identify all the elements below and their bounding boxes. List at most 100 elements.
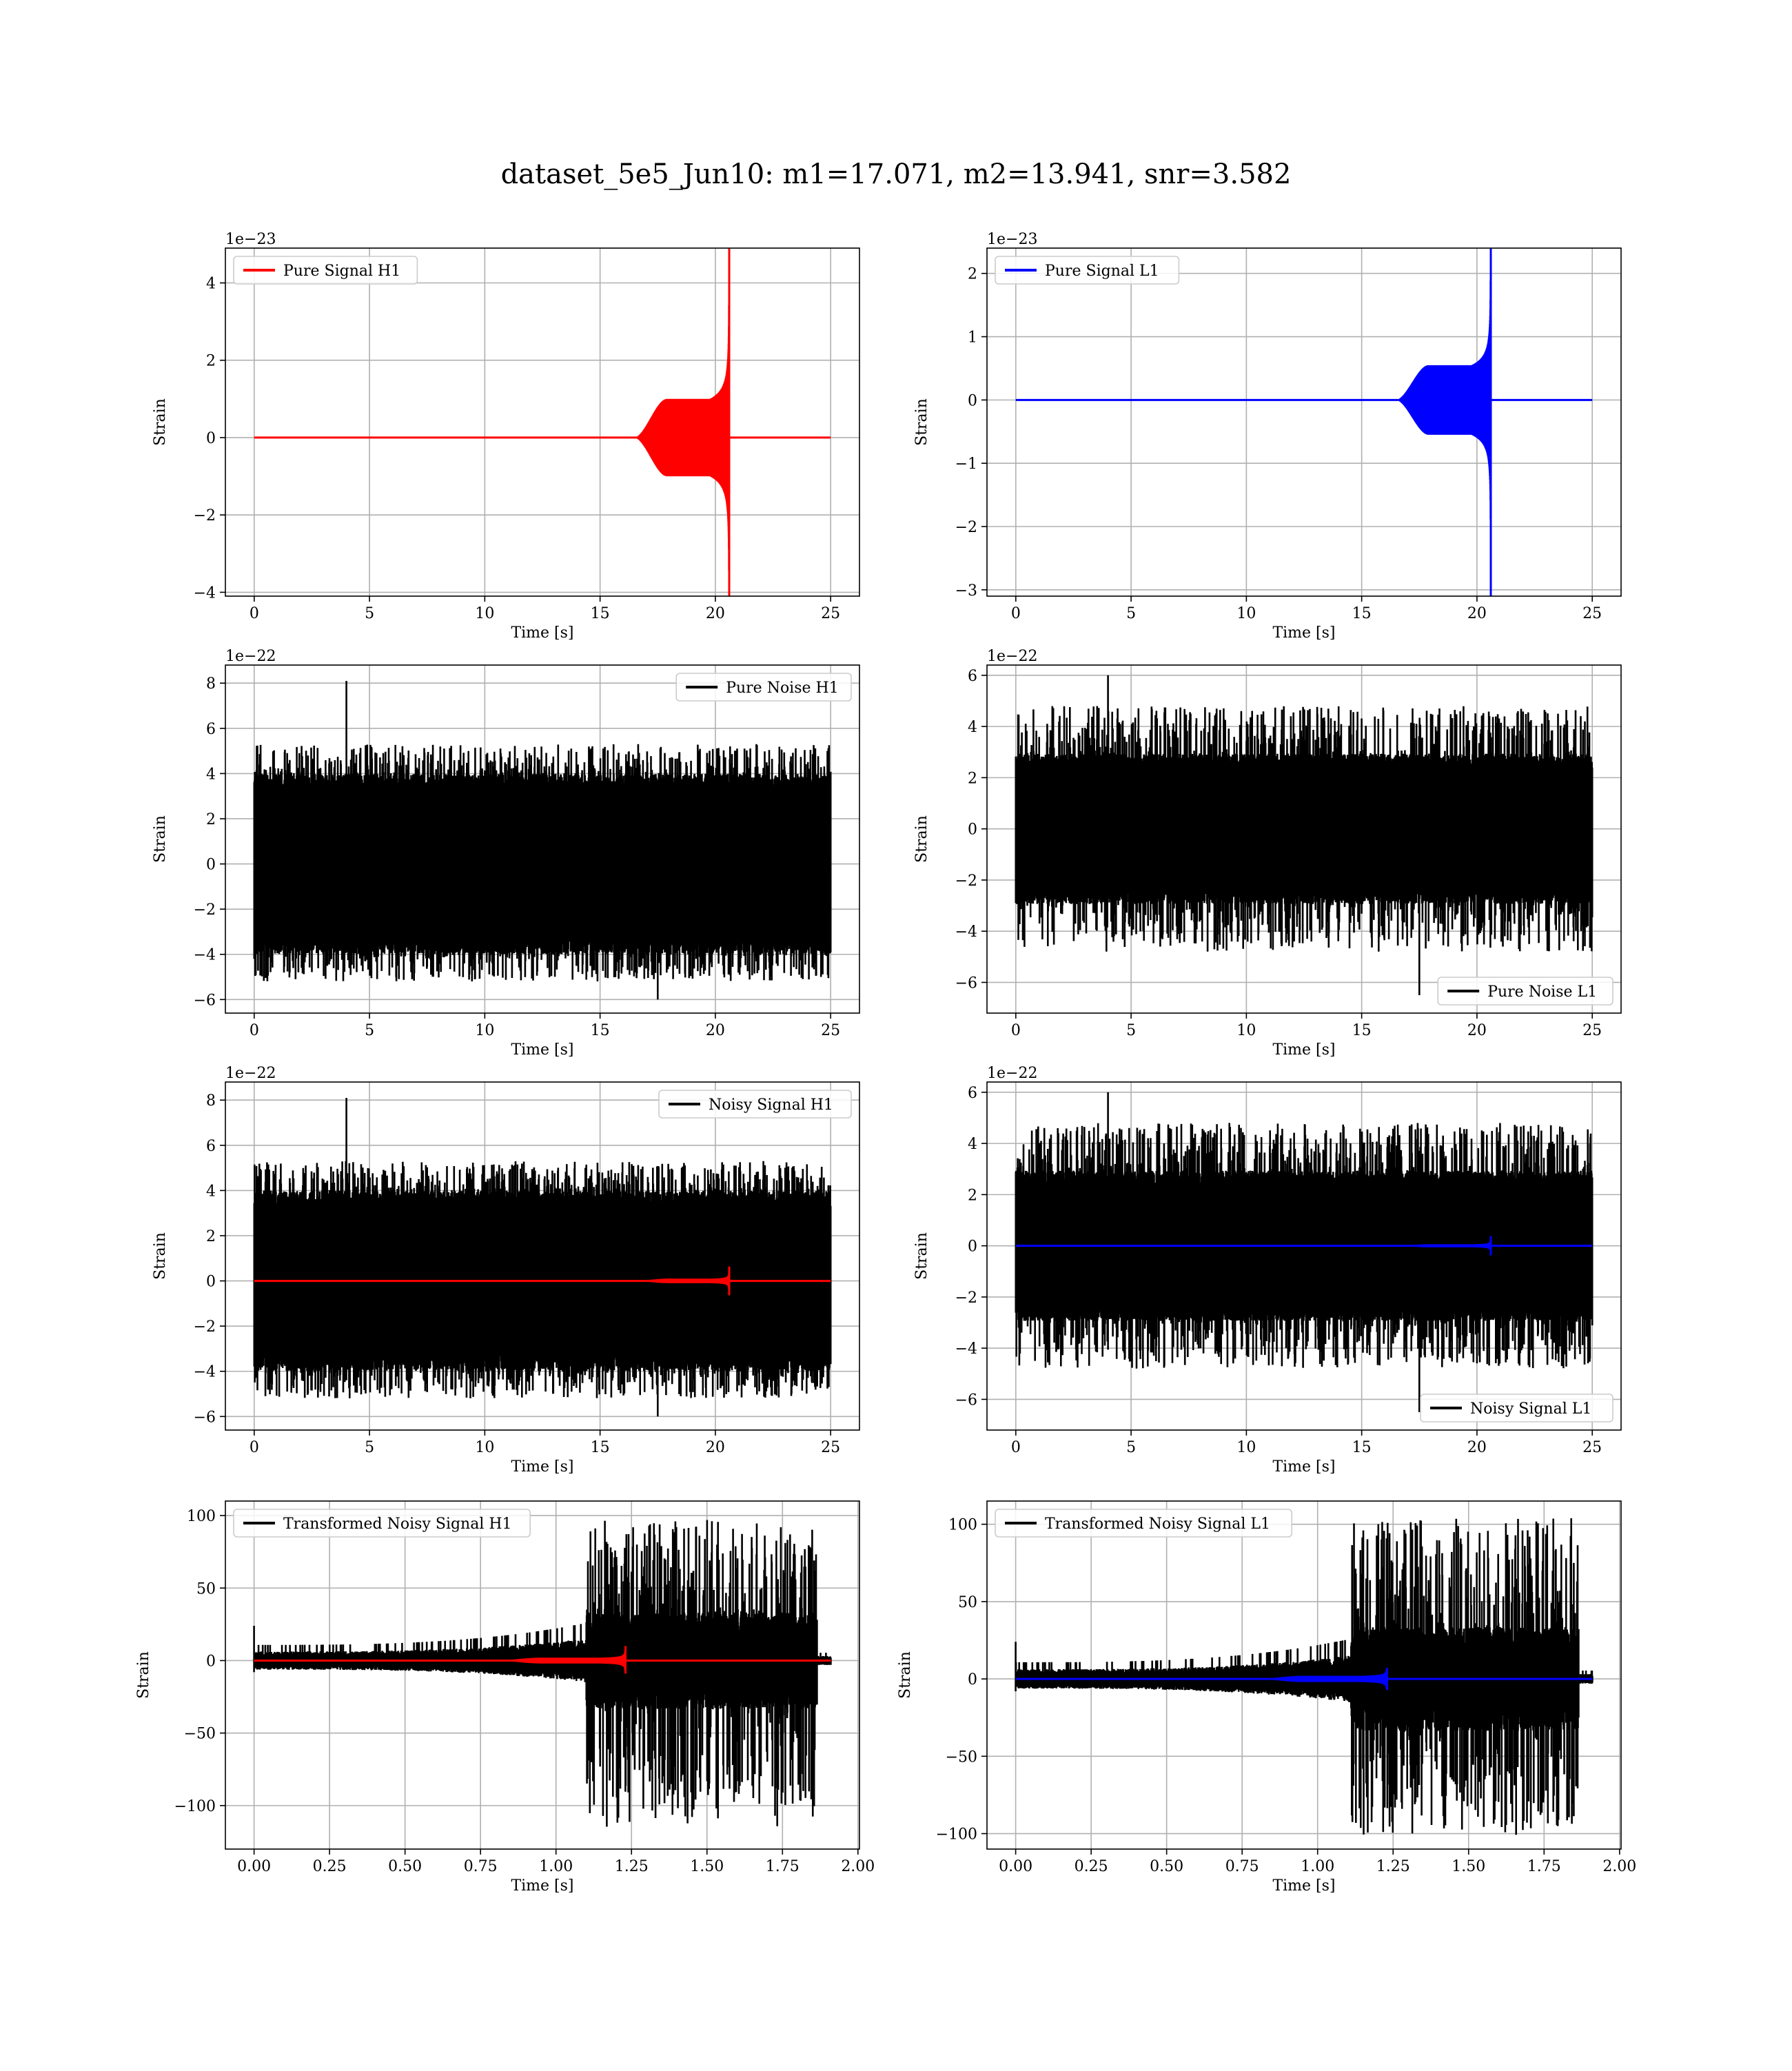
series-group	[253, 681, 832, 1000]
x-tick-label: 0.00	[237, 1858, 271, 1875]
y-tick-label: −4	[194, 1364, 216, 1381]
y-tick-label: 2	[968, 770, 977, 787]
pure-noise-l1-chart: 0 5 10 15 20 25 −6 −4 −2 0 2 4 6 Time [s] Strain 1e−22 P…	[913, 648, 1622, 1059]
legend: Pure Signal H1	[233, 256, 418, 285]
series-group	[1015, 248, 1593, 596]
legend-box	[233, 1509, 531, 1538]
x-tick-label: 15	[591, 605, 610, 622]
plot-area	[225, 248, 859, 596]
legend-box	[1437, 977, 1613, 1006]
x-tick-label: 0	[1011, 605, 1021, 622]
x-tick-label: 0.75	[464, 1858, 498, 1875]
x-tick-label: 10	[475, 605, 494, 622]
legend: Noisy Signal L1	[1420, 1394, 1613, 1422]
transformed-noisy-signal-h1-chart: 0.00 0.25 0.50 0.75 1.00 1.25 1.50 1.75 2.00 −100…	[135, 1500, 875, 1895]
y-tick-label: −4	[955, 924, 977, 941]
x-tick-label: 2.00	[841, 1858, 875, 1875]
x-tick-label: 0.50	[388, 1858, 422, 1875]
legend-box	[995, 1509, 1293, 1538]
x-tick-label: 15	[591, 1439, 610, 1456]
y-tick-label: 1	[968, 329, 977, 347]
y-tick-label: 0	[968, 822, 977, 839]
x-tick-label: 25	[821, 1439, 840, 1456]
series-line	[1015, 248, 1593, 596]
x-axis-label: Time [s]	[1272, 1041, 1335, 1059]
series-line	[1015, 1667, 1593, 1691]
legend-box	[995, 256, 1180, 285]
y-tick-label: 4	[968, 1136, 977, 1153]
pure-signal-h1-chart: 0 5 10 15 20 25 −4 −2 0 2 4 Time [s] Strain 1e−23 Pure…	[152, 231, 860, 642]
y-tick-label: −3	[955, 582, 977, 600]
x-tick-label: 0	[1011, 1439, 1021, 1456]
y-tick-label: 2	[206, 811, 216, 828]
y-tick-label: 0	[206, 1653, 216, 1670]
y-tick-label: 2	[206, 353, 216, 370]
x-tick-label: 0.25	[313, 1858, 347, 1875]
y-tick-label: −1	[955, 456, 977, 473]
x-tick-label: 0	[250, 605, 259, 622]
x-tick-label: 5	[1126, 1022, 1136, 1039]
axes-frame	[986, 1500, 1622, 1850]
y-tick-label: −2	[955, 519, 977, 536]
y-tick-label: 50	[958, 1594, 977, 1611]
y-axis-label: Strain	[897, 1651, 914, 1699]
offset-text: 1e−22	[987, 648, 1037, 665]
x-tick-label: 1.00	[1301, 1858, 1334, 1875]
legend-entry: Pure Signal H1	[283, 263, 400, 280]
x-tick-label: 10	[1236, 1022, 1256, 1039]
x-tick-label: 1.50	[690, 1858, 724, 1875]
axes-frame	[225, 247, 860, 597]
noisy-signal-h1-chart: 0 5 10 15 20 25 −6 −4 −2 0 2 4 6 8 Time [s] Strain 1e−22…	[152, 1065, 860, 1476]
y-tick-label: −100	[174, 1798, 216, 1815]
y-tick-label: 0	[968, 392, 977, 409]
y-tick-label: 2	[968, 266, 977, 283]
axes-frame	[986, 1081, 1622, 1431]
transformed-noisy-signal-l1-chart: 0.00 0.25 0.50 0.75 1.00 1.25 1.50 1.75 2.00 −100…	[897, 1500, 1636, 1895]
x-tick-label: 25	[821, 1022, 840, 1039]
y-tick-label: 6	[968, 1085, 977, 1102]
y-tick-label: 4	[206, 276, 216, 293]
y-tick-label: −6	[955, 1391, 977, 1409]
y-tick-label: −50	[184, 1726, 216, 1743]
legend: Pure Noise L1	[1437, 977, 1613, 1006]
x-tick-label: 0.75	[1225, 1858, 1259, 1875]
x-tick-label: 20	[1467, 605, 1487, 622]
x-tick-label: 1.75	[1527, 1858, 1561, 1875]
x-tick-label: 0.50	[1150, 1858, 1183, 1875]
x-tick-label: 0	[250, 1439, 259, 1456]
x-axis-label: Time [s]	[1272, 1877, 1335, 1895]
x-tick-label: 25	[1582, 1439, 1602, 1456]
axes-frame	[225, 664, 860, 1014]
legend: Noisy Signal H1	[658, 1090, 852, 1119]
x-tick-label: 1.75	[766, 1858, 800, 1875]
series-group	[253, 1098, 832, 1417]
y-axis-label: Strain	[135, 1651, 152, 1699]
x-tick-label: 5	[1126, 1439, 1136, 1456]
legend-box	[658, 1090, 852, 1119]
y-tick-label: −2	[955, 1289, 977, 1307]
offset-text: 1e−23	[987, 231, 1037, 248]
x-tick-label: 20	[706, 605, 725, 622]
x-axis-label: Time [s]	[511, 1041, 573, 1059]
x-tick-label: 15	[1352, 605, 1372, 622]
x-tick-label: 2.00	[1602, 1858, 1636, 1875]
series-line	[1015, 1092, 1594, 1412]
series-group	[1015, 1092, 1594, 1412]
x-axis-label: Time [s]	[511, 624, 573, 642]
axes-frame	[986, 247, 1622, 597]
x-axis-label: Time [s]	[1272, 1458, 1335, 1476]
legend-entry: Noisy Signal L1	[1470, 1400, 1591, 1418]
y-axis-label: Strain	[152, 1232, 169, 1280]
y-axis-label: Strain	[913, 815, 930, 863]
series-group	[1015, 675, 1594, 995]
x-axis-label: Time [s]	[1272, 624, 1335, 642]
x-axis-label: Time [s]	[511, 1458, 573, 1476]
legend: Transformed Noisy Signal L1	[995, 1509, 1293, 1538]
y-tick-label: −2	[194, 901, 216, 919]
legend-entry: Pure Noise H1	[726, 680, 839, 697]
x-tick-label: 1.00	[539, 1858, 573, 1875]
y-tick-label: −6	[955, 975, 977, 992]
y-tick-label: −2	[955, 873, 977, 890]
